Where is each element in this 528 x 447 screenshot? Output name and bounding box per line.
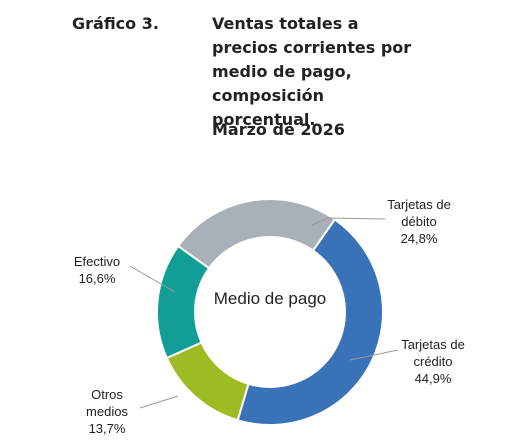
chart-subtitle: Marzo de 2026 xyxy=(212,120,345,139)
leader-line xyxy=(349,349,399,361)
center-label: Medio de pago xyxy=(213,289,327,308)
donut-segment xyxy=(165,341,250,422)
category-label: Efectivo xyxy=(73,254,121,269)
value-label: 44,9% xyxy=(414,371,452,386)
category-label: Tarjetas de crédito xyxy=(401,337,465,369)
value-label: 16,6% xyxy=(78,271,116,286)
donut-segment xyxy=(176,198,337,270)
chart-label: Gráfico 3. xyxy=(72,14,159,33)
chart-title: Ventas totales a precios corrientes por … xyxy=(212,14,412,129)
data-label: Tarjetas de crédito 44,9% xyxy=(386,336,480,387)
leader-line xyxy=(139,395,179,409)
category-label: Tarjetas de débito xyxy=(387,197,451,229)
value-label: 13,7% xyxy=(88,421,126,436)
donut-segment xyxy=(236,218,384,426)
category-label: Otros medios xyxy=(86,387,128,419)
data-label: Tarjetas de débito 24,8% xyxy=(372,196,466,247)
data-label: Otros medios 13,7% xyxy=(72,386,142,437)
leader-line xyxy=(311,217,386,226)
value-label: 24,8% xyxy=(400,231,438,246)
data-label: Efectivo 16,6% xyxy=(62,253,132,287)
leader-line xyxy=(129,265,176,293)
